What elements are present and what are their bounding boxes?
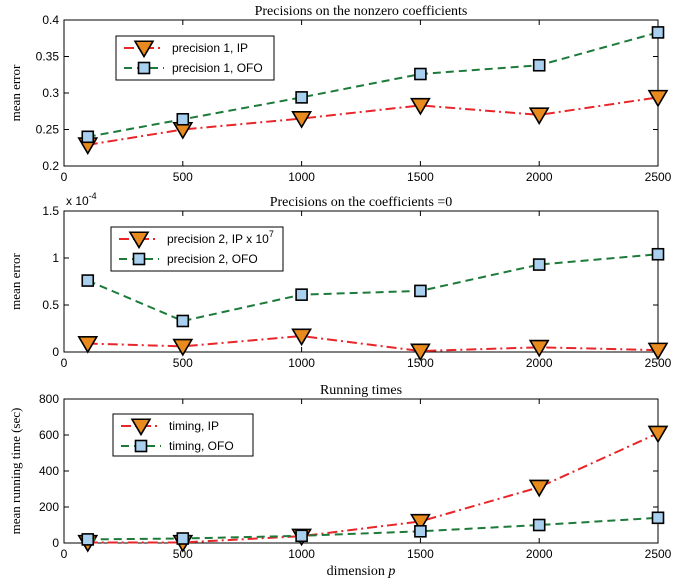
y-tick-label: 0.4	[42, 13, 59, 27]
chart-panel-1: Precisions on the nonzero coefficients 0 5…	[8, 4, 672, 184]
y-tick-label: 600	[39, 428, 59, 442]
data-point-ip	[410, 343, 431, 362]
legend-marker-ip	[130, 418, 152, 437]
y-axis-label: mean running time (sec)	[8, 408, 23, 535]
series-line-ofo	[87, 253, 659, 323]
x-tick-label: 500	[173, 356, 193, 370]
x-axis-label: dimension p	[327, 564, 396, 579]
x-tick-label: 500	[173, 547, 193, 561]
data-point-ofo	[176, 532, 190, 545]
x-tick-label: 500	[173, 170, 193, 184]
chart-title: Precisions on the coefficients =0	[270, 195, 453, 210]
y-axis-label: mean error	[8, 253, 23, 310]
data-point-ip	[291, 328, 312, 347]
x-tick-label: 2500	[645, 170, 672, 184]
data-point-ofo	[414, 284, 427, 298]
x-tick-label: 0	[61, 547, 68, 561]
y-tick-label: 0	[52, 345, 59, 359]
data-point-ofo	[295, 288, 308, 301]
x-tick-label: 1000	[288, 547, 315, 561]
series-line-ofo	[87, 516, 659, 541]
data-point-ip	[528, 339, 550, 358]
x-tick-label: 0	[61, 356, 68, 370]
data-point-ip	[172, 338, 194, 357]
data-point-ofo	[651, 247, 665, 261]
data-point-ofo	[651, 26, 665, 39]
series-line-ip	[87, 335, 659, 353]
legend-label-ofo: precision 2, OFO	[167, 252, 258, 266]
legend-marker-ofo	[134, 439, 148, 453]
legend-marker-ip	[133, 40, 155, 59]
data-point-ofo	[81, 533, 95, 546]
legend-marker-ofo	[132, 252, 146, 266]
y-tick-label: 1.5	[42, 204, 59, 218]
data-point-ofo	[295, 91, 308, 104]
data-point-ofo	[81, 130, 95, 144]
data-point-ip	[647, 89, 669, 108]
y-tick-label: 200	[39, 500, 59, 514]
x-tick-label: 2000	[526, 356, 553, 370]
legend-marker-ip	[128, 231, 150, 250]
x-tick-label: 1500	[407, 547, 434, 561]
legend-label-ip: timing, IP	[169, 419, 219, 433]
x-tick-label: 1000	[288, 170, 315, 184]
data-point-ofo	[295, 529, 308, 543]
y-axis-label: mean error	[8, 64, 23, 121]
data-point-ofo	[532, 58, 546, 72]
data-point-ip	[647, 342, 669, 361]
legend: timing, IP timing, OFO	[112, 413, 254, 457]
y-tick-label: 0.5	[42, 298, 59, 312]
chart-panel-3: Running times 0 500 1000 1500 2000 2500 0 200 400…	[8, 383, 672, 579]
chart-title: Precisions on the nonzero coefficients	[255, 4, 468, 19]
data-point-ip	[528, 479, 550, 498]
legend-label-ip: precision 1, IP	[172, 41, 248, 55]
y-tick-label: 400	[39, 464, 59, 478]
data-point-ofo	[176, 314, 190, 328]
data-point-ip	[647, 425, 669, 444]
legend-label-ofo: precision 1, OFO	[172, 61, 263, 75]
x-tick-label: 1500	[407, 170, 434, 184]
x-tick-label: 2500	[645, 356, 672, 370]
x-tick-label: 1000	[288, 356, 315, 370]
x-tick-label: 0	[61, 170, 68, 184]
y-tick-label: 0	[52, 536, 59, 550]
data-point-ip	[291, 111, 312, 129]
series-line-ofo	[87, 31, 659, 138]
x-tick-label: 1500	[407, 356, 434, 370]
data-point-ofo	[176, 112, 190, 126]
x-tick-label: 2000	[526, 170, 553, 184]
y-tick-label: 1	[52, 251, 59, 265]
legend: precision 2, IP x 107 precision 2, OFO	[110, 226, 284, 272]
legend-marker-ofo	[137, 61, 151, 75]
y-tick-label: 0.3	[42, 86, 59, 100]
legend: precision 1, IP precision 1, OFO	[115, 35, 275, 81]
chart-title: Running times	[320, 383, 402, 398]
y-tick-label: 0.25	[36, 123, 60, 137]
y-tick-label: 0.2	[42, 159, 59, 173]
data-point-ofo	[651, 511, 665, 525]
data-point-ip	[410, 513, 431, 532]
data-point-ofo	[532, 518, 546, 532]
x-tick-label: 2000	[526, 547, 553, 561]
data-point-ofo	[532, 258, 546, 271]
x-tick-label: 2500	[645, 547, 672, 561]
data-point-ip	[77, 335, 99, 354]
data-point-ofo	[414, 524, 427, 538]
y-tick-label: 0.35	[36, 50, 60, 64]
series-line-ip	[87, 96, 659, 146]
axis-exponent-label: x 10-4	[66, 191, 97, 208]
data-point-ip	[528, 107, 550, 126]
y-tick-label: 800	[39, 392, 59, 406]
data-point-ofo	[414, 67, 427, 81]
data-point-ofo	[81, 274, 95, 287]
data-point-ip	[410, 97, 431, 116]
legend-label-ofo: timing, OFO	[169, 439, 234, 453]
chart-panel-2: Precisions on the coefficients =00 500 100…	[8, 191, 672, 370]
legend-label-ip: precision 2, IP x 107	[167, 229, 274, 246]
